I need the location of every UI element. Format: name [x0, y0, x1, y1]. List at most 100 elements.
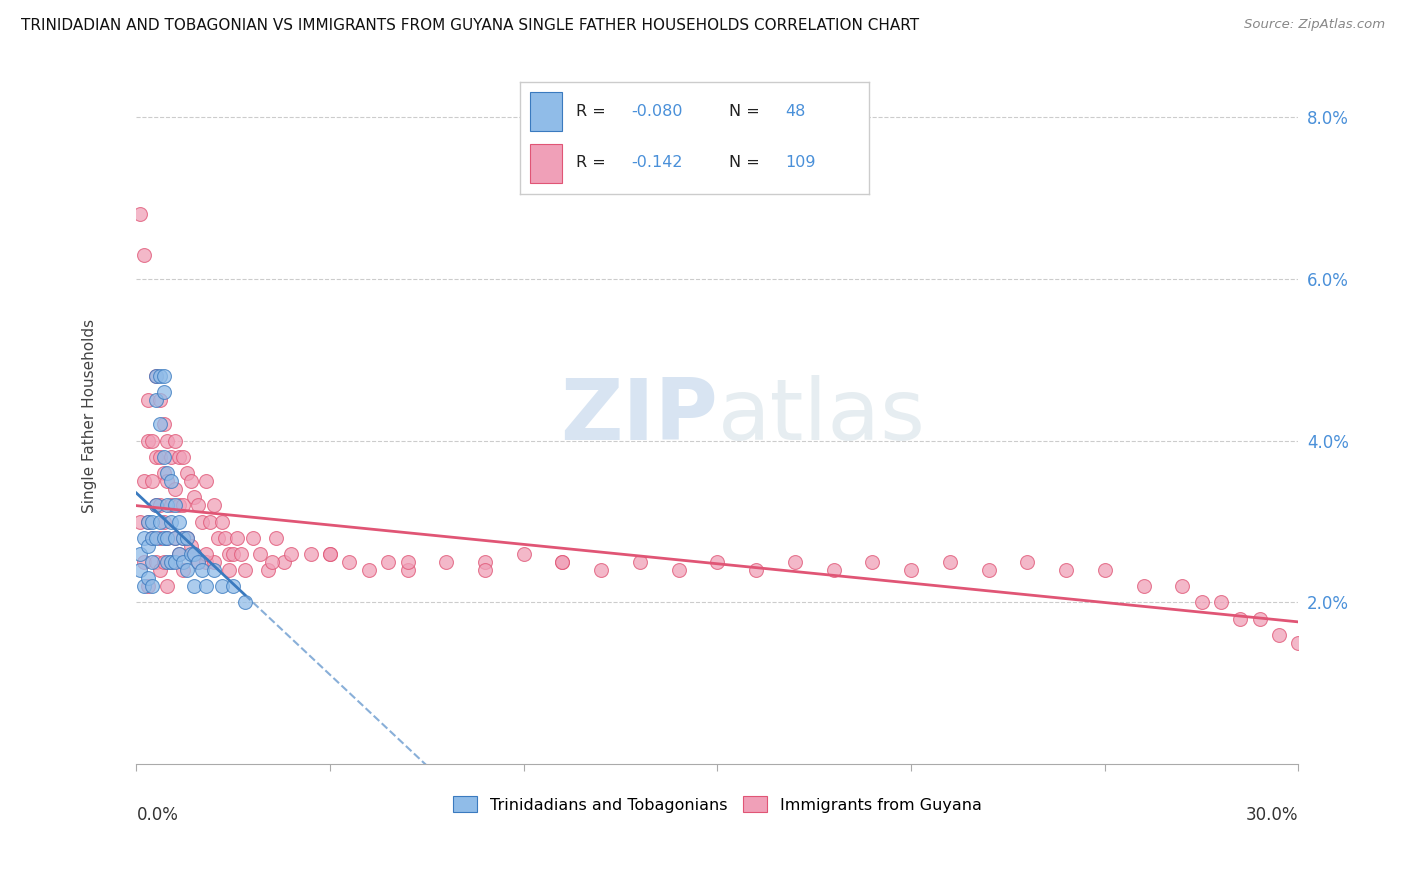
Point — [180, 474, 202, 488]
Point — [1229, 612, 1251, 626]
Point — [156, 531, 179, 545]
Point — [172, 563, 194, 577]
Point — [202, 499, 225, 513]
Point — [141, 579, 163, 593]
Point — [167, 547, 190, 561]
Point — [136, 579, 159, 593]
Point — [172, 555, 194, 569]
Point — [202, 555, 225, 569]
Point — [149, 368, 172, 383]
Point — [668, 563, 690, 577]
Point — [187, 555, 209, 569]
Point — [152, 555, 174, 569]
Point — [977, 563, 1000, 577]
Point — [183, 547, 205, 561]
Point — [145, 499, 167, 513]
Point — [156, 579, 179, 593]
Text: ZIP: ZIP — [560, 375, 717, 458]
Point — [141, 531, 163, 545]
Point — [145, 450, 167, 464]
Point — [823, 563, 845, 577]
Point — [172, 531, 194, 545]
Point — [434, 555, 457, 569]
Point — [149, 450, 172, 464]
Point — [149, 515, 172, 529]
Text: 0.0%: 0.0% — [136, 806, 179, 824]
Point — [165, 482, 187, 496]
Point — [745, 563, 768, 577]
Point — [167, 450, 190, 464]
Point — [152, 466, 174, 480]
Point — [152, 385, 174, 400]
Point — [377, 555, 399, 569]
Point — [136, 515, 159, 529]
Point — [1171, 579, 1194, 593]
Point — [129, 515, 152, 529]
Point — [260, 555, 283, 569]
Text: Source: ZipAtlas.com: Source: ZipAtlas.com — [1244, 18, 1385, 31]
Point — [167, 499, 190, 513]
Point — [156, 555, 179, 569]
Point — [145, 531, 167, 545]
Point — [183, 547, 205, 561]
Point — [1017, 555, 1039, 569]
Point — [152, 515, 174, 529]
Point — [474, 555, 496, 569]
Point — [242, 531, 264, 545]
Point — [165, 531, 187, 545]
Point — [319, 547, 342, 561]
Point — [939, 555, 962, 569]
Text: Single Father Households: Single Father Households — [83, 319, 97, 514]
Point — [167, 515, 190, 529]
Point — [218, 563, 240, 577]
Point — [145, 555, 167, 569]
Point — [141, 515, 163, 529]
Point — [156, 466, 179, 480]
Point — [1209, 595, 1232, 609]
Point — [195, 474, 218, 488]
Point — [233, 563, 256, 577]
Point — [152, 368, 174, 383]
Point — [187, 499, 209, 513]
Point — [195, 555, 218, 569]
Point — [183, 579, 205, 593]
Point — [129, 547, 152, 561]
Point — [357, 563, 380, 577]
Point — [136, 539, 159, 553]
Point — [1268, 628, 1291, 642]
Point — [1191, 595, 1213, 609]
Point — [900, 563, 922, 577]
Point — [257, 563, 280, 577]
Point — [339, 555, 361, 569]
Point — [222, 579, 245, 593]
Point — [149, 417, 172, 432]
Point — [187, 555, 209, 569]
Point — [1288, 636, 1310, 650]
Point — [513, 547, 536, 561]
Point — [551, 555, 574, 569]
Point — [149, 531, 172, 545]
Point — [249, 547, 271, 561]
Point — [160, 555, 183, 569]
Point — [134, 247, 156, 261]
Point — [160, 474, 183, 488]
Point — [165, 531, 187, 545]
Point — [134, 579, 156, 593]
Point — [319, 547, 342, 561]
Point — [299, 547, 322, 561]
Point — [129, 563, 152, 577]
Point — [591, 563, 613, 577]
Point — [165, 555, 187, 569]
Point — [156, 531, 179, 545]
Point — [191, 563, 214, 577]
Point — [183, 491, 205, 505]
Point — [280, 547, 302, 561]
Point — [129, 207, 152, 221]
Point — [1054, 563, 1077, 577]
Point — [149, 393, 172, 408]
Point — [233, 595, 256, 609]
Point — [218, 547, 240, 561]
Point — [165, 499, 187, 513]
Point — [160, 515, 183, 529]
Point — [202, 563, 225, 577]
